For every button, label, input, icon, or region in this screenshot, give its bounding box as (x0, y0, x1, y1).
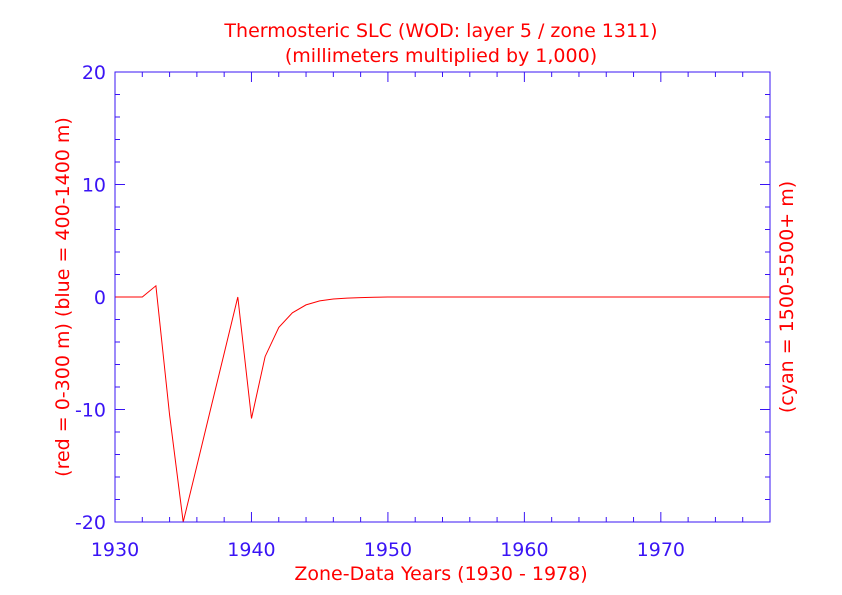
plot-frame (114, 71, 771, 523)
y-tick-label: -10 (75, 400, 106, 422)
y-axis-label-right: (cyan = 1500-5500+ m) (776, 181, 798, 413)
chart-title: Thermosteric SLC (WOD: layer 5 / zone 13… (223, 20, 657, 42)
y-tick-labels: 20 10 0 -10 -20 (75, 62, 106, 534)
x-tick-label: 1930 (91, 539, 139, 561)
y-tick-label: 0 (94, 287, 106, 309)
x-tick-label: 1950 (364, 539, 412, 561)
x-tick-label: 1940 (227, 539, 275, 561)
x-tick-labels: 1930 1940 1950 1960 1970 (91, 539, 685, 561)
y-tick-label: 20 (82, 62, 106, 84)
axis-ticks (114, 71, 771, 523)
y-tick-label: 10 (82, 175, 106, 197)
y-tick-label: -20 (75, 512, 106, 534)
y-axis-label-left: (red = 0-300 m) (blue = 400-1400 m) (52, 117, 74, 477)
chart-subtitle: (millimeters multiplied by 1,000) (285, 45, 597, 67)
series-layer (115, 284, 770, 523)
series-line-0 (115, 284, 770, 523)
x-tick-label: 1970 (637, 539, 685, 561)
x-axis-label: Zone-Data Years (1930 - 1978) (294, 563, 587, 585)
x-tick-label: 1960 (500, 539, 548, 561)
